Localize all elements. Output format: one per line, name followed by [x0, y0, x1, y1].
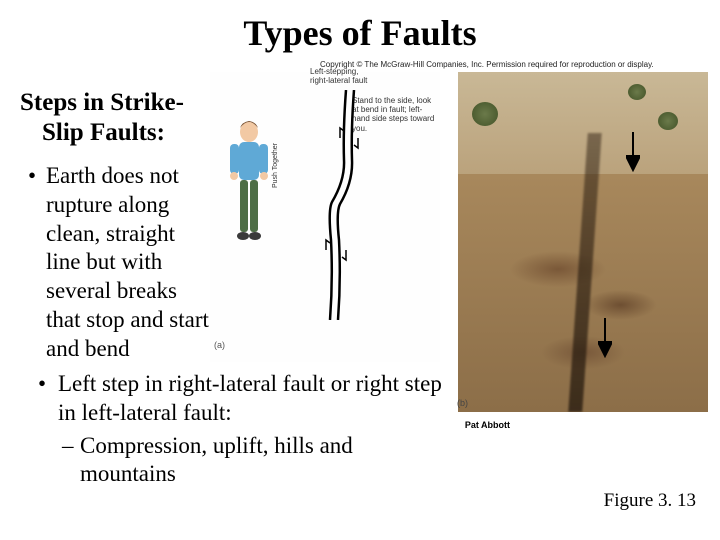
- diagram-title: Left-stepping, right-lateral fault: [310, 68, 367, 86]
- diagram-label-a: (a): [214, 340, 225, 350]
- bullet-2-text: Left step in right-lateral fault or righ…: [58, 370, 443, 428]
- sub-bullet-1-text: Compression, uplift, hills and mountains: [80, 432, 443, 490]
- photo-bush: [472, 102, 498, 126]
- dash-marker: –: [62, 432, 80, 490]
- copyright-notice: Copyright © The McGraw-Hill Companies, I…: [320, 60, 654, 69]
- photo-bush: [658, 112, 678, 130]
- sub-bullet-1: – Compression, uplift, hills and mountai…: [62, 432, 443, 490]
- person-illustration: [222, 118, 276, 258]
- bullet-1-text: Earth does not rupture along clean, stra…: [46, 162, 213, 363]
- photo-bush: [628, 84, 646, 100]
- fault-line-diagram: [318, 90, 368, 320]
- diagram-title-line2: right-lateral fault: [310, 77, 367, 86]
- bullet-1: • Earth does not rupture along clean, st…: [28, 162, 213, 363]
- photo-credit: Pat Abbott: [465, 420, 510, 430]
- photo-b: [458, 72, 708, 412]
- subtitle-line2: Slip Faults:: [20, 118, 184, 148]
- figure-caption: Figure 3. 13: [604, 490, 696, 512]
- photo-arrow-icon: [626, 132, 640, 172]
- photo-label-b: (b): [457, 398, 468, 408]
- subtitle-line1: Steps in Strike-: [20, 88, 184, 118]
- section-subtitle: Steps in Strike- Slip Faults:: [20, 88, 184, 148]
- photo-arrow-icon: [598, 318, 612, 358]
- bullet-2-group: • Left step in right-lateral fault or ri…: [38, 370, 443, 489]
- title-text: Types of Faults: [243, 13, 476, 53]
- bullet-marker: •: [38, 370, 58, 428]
- slide-title: Types of Faults: [0, 0, 720, 54]
- bullet-marker: •: [28, 162, 46, 363]
- bullet-2: • Left step in right-lateral fault or ri…: [38, 370, 443, 428]
